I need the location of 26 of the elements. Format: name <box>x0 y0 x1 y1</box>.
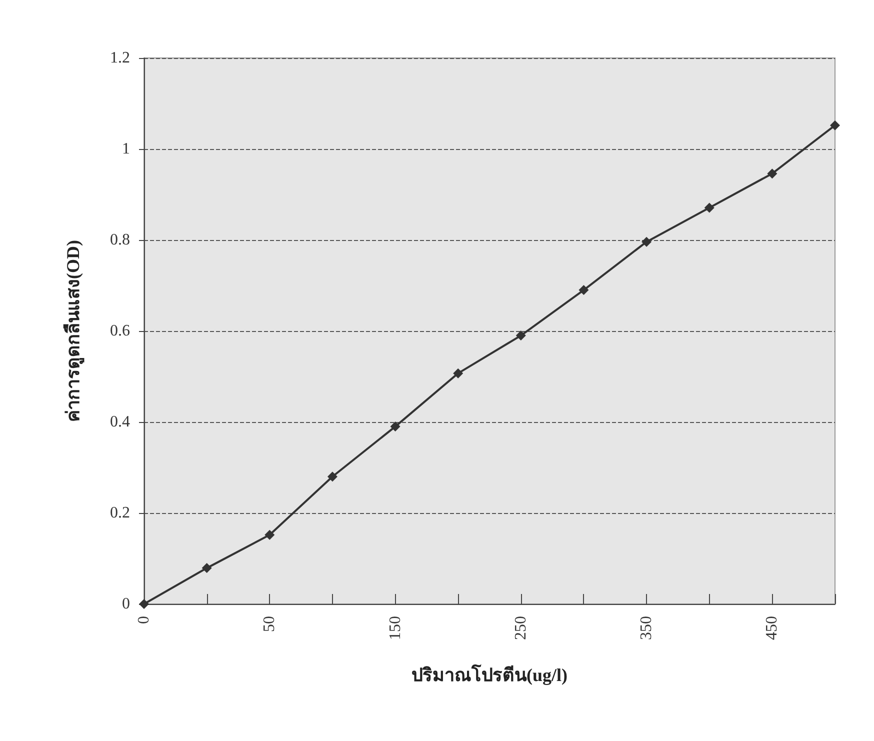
x-tick-label: 0 <box>136 616 152 624</box>
point <box>327 472 338 482</box>
point <box>202 563 212 574</box>
y-tick-label: 0.6 <box>110 322 130 340</box>
point <box>642 236 652 247</box>
point <box>830 120 840 130</box>
y-tick-label: 0.8 <box>110 232 130 248</box>
point <box>578 285 589 296</box>
y-tick-label: 0.2 <box>110 504 130 522</box>
y-tick-label: 1 <box>122 140 130 158</box>
x-tick-label: 250 <box>512 616 530 640</box>
y-tick-label: 0.4 <box>110 414 130 430</box>
y-axis-title: ค่าการดูดกลืนแสง(OD) <box>63 240 85 422</box>
x-axis-title: ปริมาณโปรตีน(ug/l) <box>411 664 568 685</box>
point <box>264 530 275 540</box>
y-tick-label: 1.2 <box>110 50 130 66</box>
point <box>704 202 714 213</box>
point <box>516 330 526 341</box>
point <box>767 168 778 179</box>
x-tick-label: 50 <box>261 616 278 632</box>
x-tick-label: 450 <box>764 616 781 640</box>
x-tick-label: 150 <box>386 616 404 640</box>
point <box>390 422 400 432</box>
x-tick-label: 350 <box>638 616 656 640</box>
y-tick-label: 0 <box>122 596 130 612</box>
point <box>453 368 464 378</box>
